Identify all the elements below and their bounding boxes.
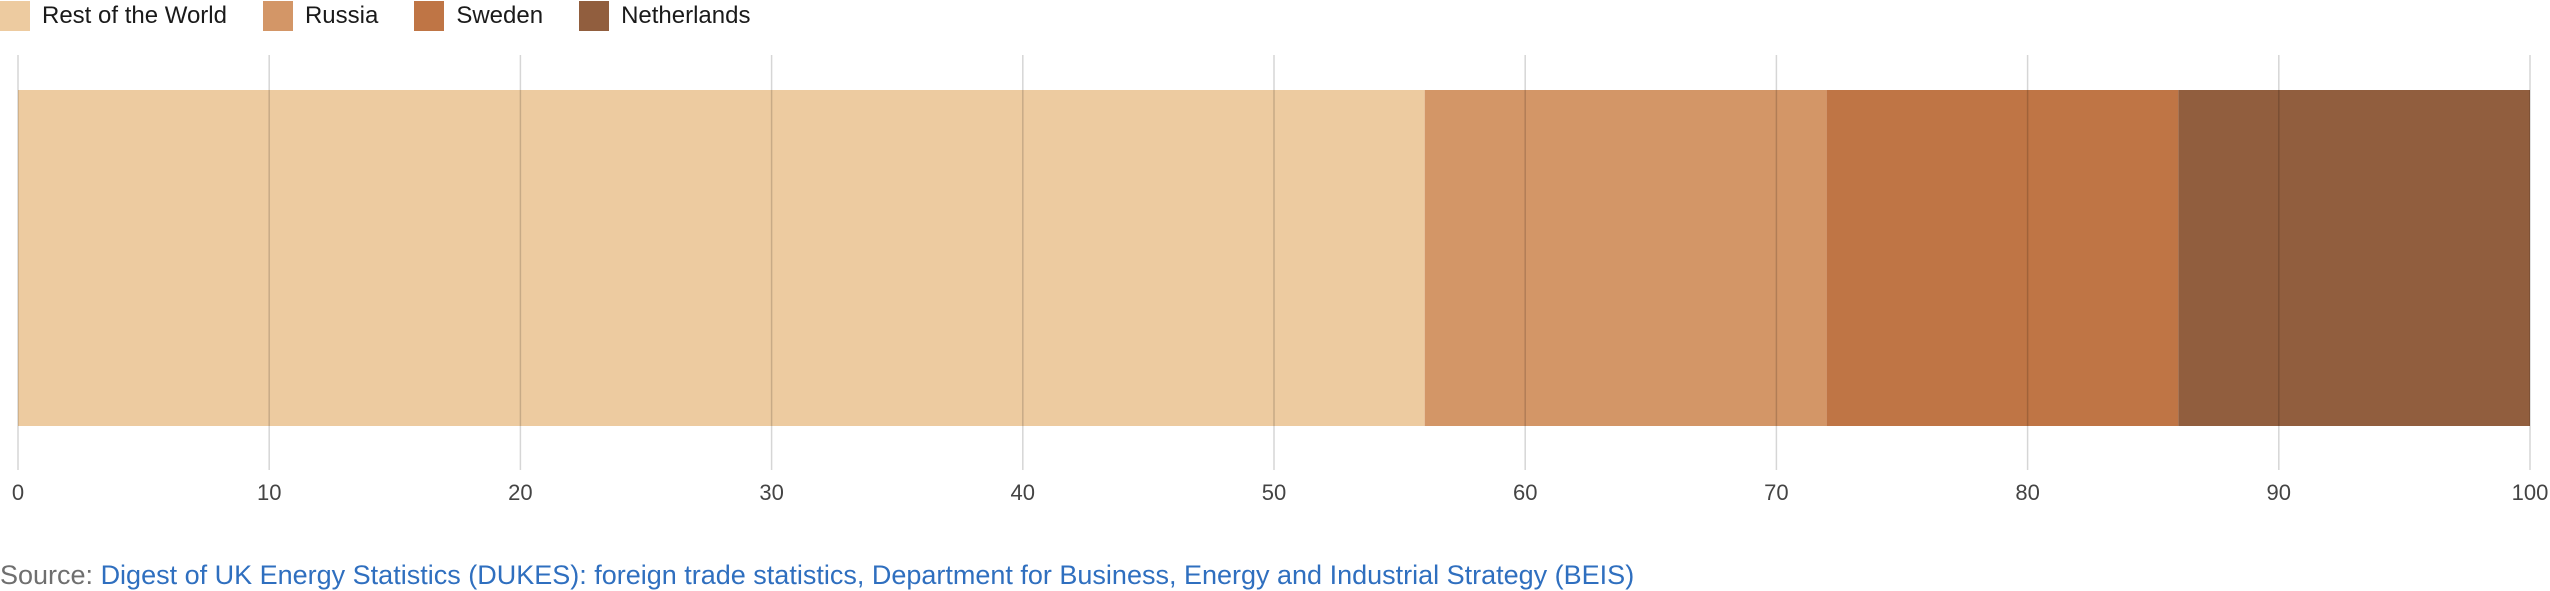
x-tick-label: 50 [1262, 480, 1286, 505]
chart-legend: Rest of the World Russia Sweden Netherlands [0, 0, 786, 32]
x-tick-label: 20 [508, 480, 532, 505]
legend-label: Rest of the World [42, 2, 227, 29]
source-link[interactable]: Digest of UK Energy Statistics (DUKES): … [100, 560, 1635, 590]
legend-swatch [579, 1, 610, 31]
x-tick-label: 30 [759, 480, 783, 505]
source-note: Source: Digest of UK Energy Statistics (… [0, 560, 1634, 591]
legend-swatch [262, 1, 293, 31]
x-tick-label: 80 [2015, 480, 2039, 505]
x-tick-label: 90 [2267, 480, 2291, 505]
x-tick-label: 100 [2512, 480, 2549, 505]
legend-item: Russia [262, 1, 379, 31]
x-tick-label: 60 [1513, 480, 1537, 505]
legend-swatch [0, 1, 30, 31]
legend-item: Sweden [414, 1, 543, 31]
legend-item: Netherlands [579, 1, 750, 31]
legend-label: Russia [304, 2, 379, 29]
x-tick-label: 0 [12, 480, 24, 505]
legend-label: Sweden [456, 2, 544, 29]
source-prefix: Source: [0, 560, 101, 590]
bar-segment [18, 90, 1425, 426]
legend-swatch [414, 1, 445, 31]
bar-segment [1424, 90, 1827, 426]
legend-item: Rest of the World [0, 1, 227, 31]
bar-segment [1826, 90, 2179, 426]
legend-label: Netherlands [621, 2, 751, 29]
x-tick-label: 40 [1011, 480, 1035, 505]
x-tick-label: 10 [257, 480, 281, 505]
x-tick-label: 70 [1764, 480, 1788, 505]
bar-segment [2178, 90, 2530, 426]
stacked-bar-chart: 0 10 20 30 40 50 60 70 80 90 100 [12, 55, 2549, 505]
